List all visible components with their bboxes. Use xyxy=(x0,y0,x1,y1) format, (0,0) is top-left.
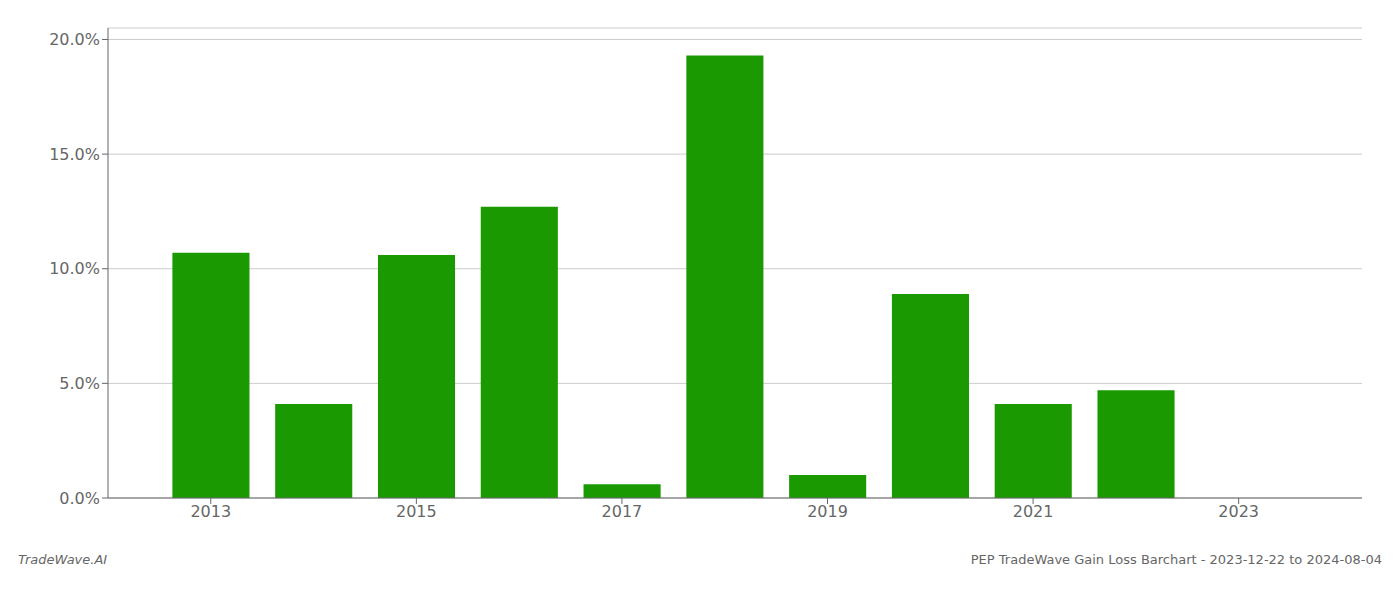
svg-text:2015: 2015 xyxy=(396,502,437,521)
svg-text:2019: 2019 xyxy=(807,502,848,521)
svg-text:2021: 2021 xyxy=(1013,502,1054,521)
svg-text:15.0%: 15.0% xyxy=(49,145,100,164)
svg-text:2017: 2017 xyxy=(602,502,643,521)
svg-text:5.0%: 5.0% xyxy=(59,374,100,393)
svg-text:20.0%: 20.0% xyxy=(49,30,100,49)
html-text:PEP TradeWave Gain Loss Barcha: PEP TradeWave Gain Loss Barchart - 2023-… xyxy=(970,552,1382,567)
svg-text:2023: 2023 xyxy=(1218,502,1259,521)
html-text:TradeWave.AI: TradeWave.AI xyxy=(18,552,108,567)
svg-text:2013: 2013 xyxy=(190,502,231,521)
svg-text:10.0%: 10.0% xyxy=(49,259,100,278)
svg-text:0.0%: 0.0% xyxy=(59,489,100,508)
